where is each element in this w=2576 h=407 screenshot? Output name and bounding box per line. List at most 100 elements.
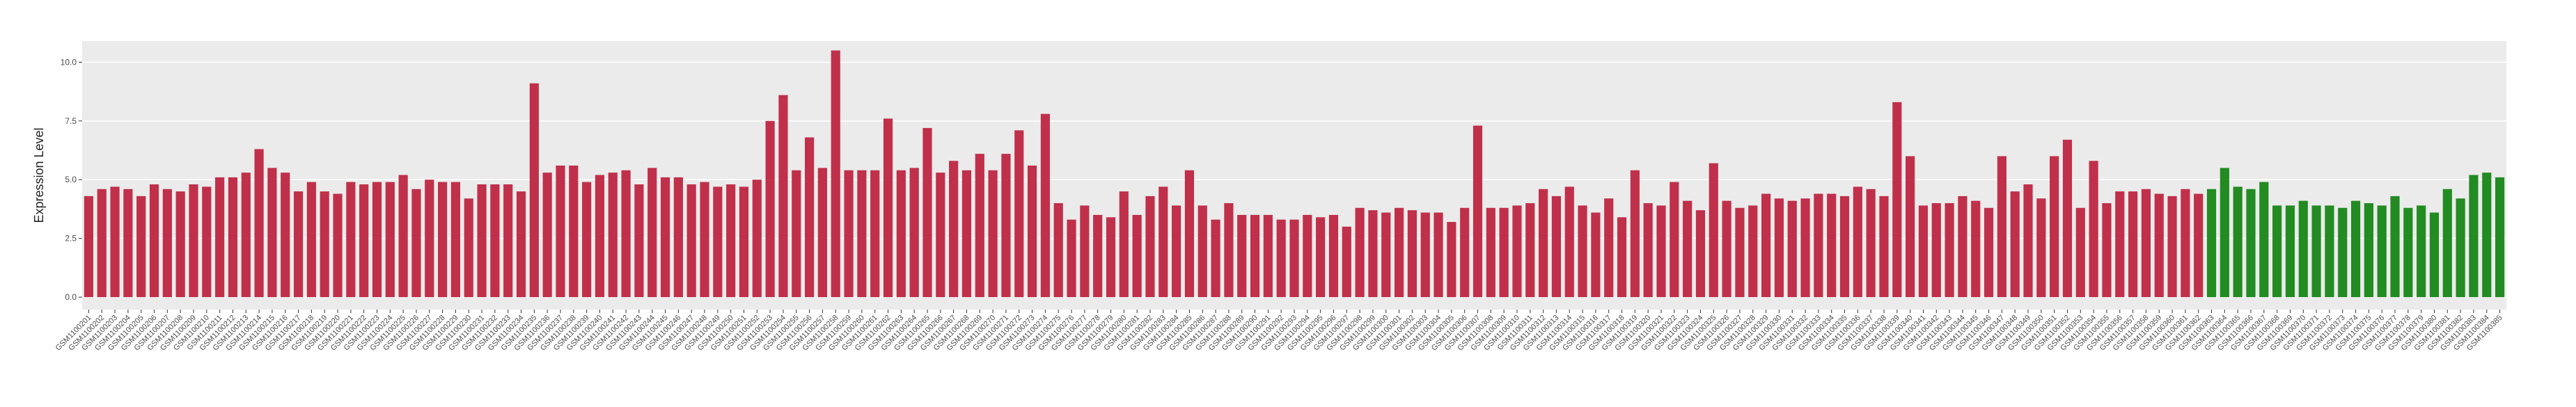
bar xyxy=(2062,139,2073,298)
bar xyxy=(123,189,133,298)
bar xyxy=(189,184,198,298)
bar xyxy=(1709,163,1718,298)
bar xyxy=(1670,182,1679,298)
bar xyxy=(765,120,775,298)
y-tick-label: 0.0 xyxy=(65,292,77,302)
bar xyxy=(2233,186,2243,298)
bar xyxy=(1748,205,1758,298)
bar xyxy=(726,184,736,298)
bar xyxy=(2194,193,2204,298)
bar xyxy=(1735,207,1745,298)
bar xyxy=(608,173,618,298)
bar xyxy=(1472,125,1483,298)
y-tick-label: 10.0 xyxy=(61,57,77,67)
bar xyxy=(673,177,683,298)
bar xyxy=(450,182,461,298)
bar xyxy=(988,170,998,298)
bar xyxy=(2390,195,2400,298)
bar xyxy=(1564,186,1574,298)
bar xyxy=(529,83,539,298)
y-tick-label: 5.0 xyxy=(65,175,77,184)
bar xyxy=(1447,222,1456,298)
bar xyxy=(398,175,408,298)
bar xyxy=(1918,205,1929,298)
bar xyxy=(1224,203,1234,298)
bar xyxy=(1997,156,2006,298)
bar xyxy=(2220,168,2229,298)
bar xyxy=(1761,193,1771,298)
bar xyxy=(84,195,93,298)
bar xyxy=(1159,186,1168,298)
bar xyxy=(2350,200,2361,298)
bar xyxy=(1879,195,1889,298)
bar xyxy=(254,149,264,298)
bar xyxy=(1027,165,1037,298)
bar xyxy=(1512,205,1522,298)
bar xyxy=(542,173,552,298)
bar xyxy=(267,168,277,298)
bar xyxy=(2364,203,2373,298)
bar xyxy=(320,191,329,298)
bar xyxy=(2377,205,2387,298)
bar xyxy=(2154,193,2164,298)
bar xyxy=(1080,205,1090,298)
bar xyxy=(739,186,749,298)
bar xyxy=(1420,212,1430,298)
bar xyxy=(1172,205,1181,298)
bar xyxy=(2285,205,2295,298)
bar xyxy=(1001,154,1011,298)
bar xyxy=(411,189,421,298)
bar xyxy=(1539,189,1548,298)
bar xyxy=(922,127,932,298)
bar xyxy=(2167,195,2177,298)
bar xyxy=(2246,189,2256,298)
bar xyxy=(1184,170,1195,298)
bar xyxy=(909,168,919,298)
y-axis-label: Expression Level xyxy=(32,127,46,223)
bar xyxy=(792,170,801,298)
bar xyxy=(1525,203,1535,298)
bar xyxy=(1839,195,1850,298)
bar xyxy=(1866,189,1876,298)
y-tick-label: 7.5 xyxy=(65,116,77,126)
bar xyxy=(949,161,959,298)
bar xyxy=(713,186,723,298)
bar xyxy=(2010,191,2020,298)
bar xyxy=(1591,212,1601,298)
bar xyxy=(805,137,815,298)
bar xyxy=(464,198,473,298)
bar xyxy=(2469,175,2479,298)
bar xyxy=(2311,205,2321,298)
bar xyxy=(700,182,709,298)
bar xyxy=(1394,207,1404,298)
bar xyxy=(1787,200,1797,298)
bar xyxy=(1906,156,1915,298)
bar xyxy=(110,186,120,298)
bar xyxy=(1014,130,1024,298)
bar xyxy=(1656,205,1666,298)
bar xyxy=(516,191,526,298)
bar xyxy=(281,173,290,298)
bar xyxy=(333,193,343,298)
bar xyxy=(1722,200,1731,298)
bar xyxy=(1578,205,1587,298)
bar xyxy=(2272,205,2282,298)
bar xyxy=(1945,203,1954,298)
bar xyxy=(2181,189,2190,298)
bar xyxy=(2403,207,2413,298)
bar xyxy=(2023,184,2033,298)
bar xyxy=(2102,203,2112,298)
bar xyxy=(1486,207,1495,298)
bar xyxy=(1093,214,1103,298)
bar xyxy=(2325,205,2334,298)
bar xyxy=(306,182,316,298)
bar xyxy=(686,184,696,298)
bar xyxy=(870,170,880,298)
bar xyxy=(477,184,487,298)
bar xyxy=(844,170,854,298)
bar xyxy=(1067,219,1076,298)
bar xyxy=(2338,207,2348,298)
bar xyxy=(1355,207,1365,298)
bar xyxy=(1931,203,1941,298)
bar xyxy=(1958,195,1968,298)
